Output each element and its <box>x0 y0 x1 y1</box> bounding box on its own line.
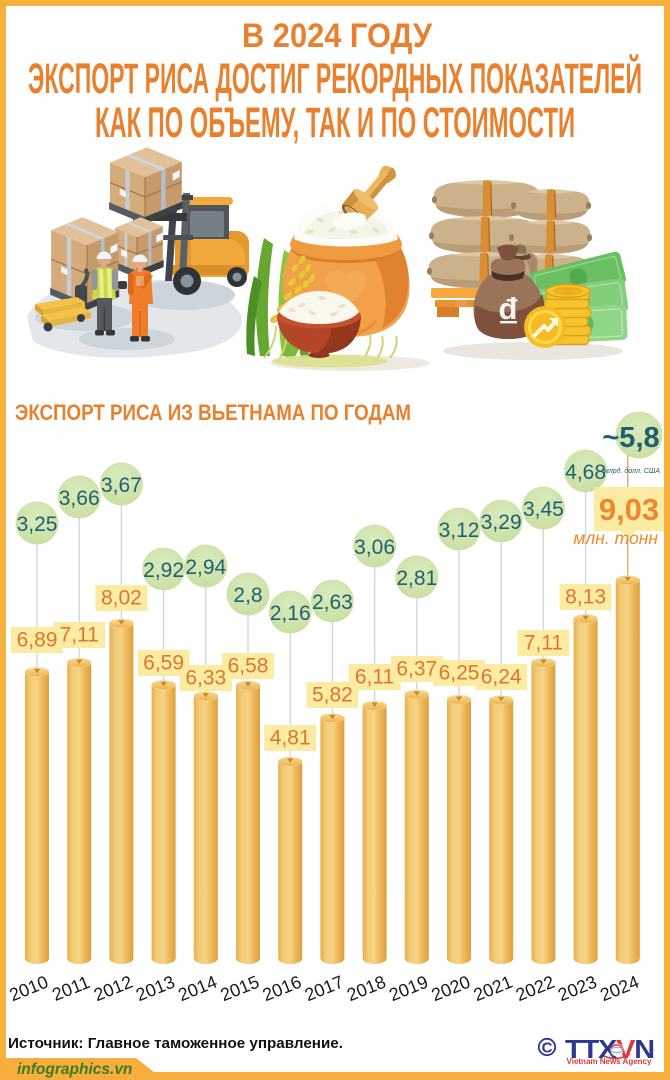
svg-text:2021: 2021 <box>471 972 516 1006</box>
svg-text:3,12: 3,12 <box>439 519 480 542</box>
svg-text:đ: đ <box>499 291 518 326</box>
svg-text:7,11: 7,11 <box>60 624 99 647</box>
svg-text:В 2024 ГОДУ: В 2024 ГОДУ <box>242 17 433 55</box>
svg-text:2,16: 2,16 <box>270 602 311 625</box>
svg-text:2023: 2023 <box>555 972 600 1006</box>
svg-text:2015: 2015 <box>217 972 262 1006</box>
svg-text:2019: 2019 <box>386 972 431 1006</box>
svg-text:2018: 2018 <box>344 972 389 1006</box>
svg-text:2,94: 2,94 <box>185 556 226 579</box>
svg-text:2022: 2022 <box>513 972 558 1006</box>
svg-text:3,45: 3,45 <box>523 498 564 521</box>
svg-text:C: C <box>542 1040 553 1057</box>
svg-text:6,11: 6,11 <box>355 666 394 689</box>
svg-text:8,02: 8,02 <box>101 587 142 610</box>
svg-text:2017: 2017 <box>302 972 347 1006</box>
svg-text:4,68: 4,68 <box>565 461 606 484</box>
svg-text:~5,8: ~5,8 <box>602 422 659 454</box>
svg-text:2,8: 2,8 <box>233 584 262 607</box>
svg-text:3,66: 3,66 <box>59 487 100 510</box>
svg-text:3,67: 3,67 <box>101 474 142 497</box>
svg-text:2011: 2011 <box>49 972 92 1005</box>
svg-text:2020: 2020 <box>428 972 473 1006</box>
svg-text:2,63: 2,63 <box>312 591 353 614</box>
svg-text:3,06: 3,06 <box>354 536 395 559</box>
svg-text:6,37: 6,37 <box>396 658 437 681</box>
svg-text:6,58: 6,58 <box>228 655 269 678</box>
svg-text:2012: 2012 <box>91 972 136 1006</box>
svg-text:2014: 2014 <box>175 972 220 1006</box>
svg-text:3,29: 3,29 <box>481 511 522 534</box>
svg-text:6,24: 6,24 <box>481 666 522 689</box>
svg-text:5,82: 5,82 <box>312 684 353 707</box>
svg-text:Источник: Главное таможенное у: Источник: Главное таможенное управление. <box>8 1035 343 1052</box>
svg-text:4,81: 4,81 <box>270 727 311 750</box>
svg-text:2010: 2010 <box>6 972 51 1006</box>
svg-text:9,03: 9,03 <box>599 492 659 527</box>
svg-text:2,92: 2,92 <box>143 559 184 582</box>
svg-text:2016: 2016 <box>260 972 305 1006</box>
svg-text:КАК ПО ОБЪЕМУ, ТАК И ПО СТОИМО: КАК ПО ОБЪЕМУ, ТАК И ПО СТОИМОСТИ <box>95 99 575 147</box>
svg-text:ЭКСПОРТ РИСА ДОСТИГ РЕКОРДНЫХ: ЭКСПОРТ РИСА ДОСТИГ РЕКОРДНЫХ ПОКАЗАТЕЛЕ… <box>28 54 642 103</box>
svg-text:8,13: 8,13 <box>565 586 606 609</box>
svg-text:млрд. долл. США: млрд. долл. США <box>604 467 660 475</box>
svg-text:infographics.vn: infographics.vn <box>17 1061 132 1078</box>
svg-text:2024: 2024 <box>597 972 642 1006</box>
svg-text:3,25: 3,25 <box>17 513 58 536</box>
svg-text:Vietnam News Agency: Vietnam News Agency <box>567 1057 652 1066</box>
svg-text:ЭКСПОРТ РИСА ИЗ ВЬЕТНАМА ПО ГО: ЭКСПОРТ РИСА ИЗ ВЬЕТНАМА ПО ГОДАМ <box>15 400 411 425</box>
svg-text:6,25: 6,25 <box>439 662 480 685</box>
svg-text:6,33: 6,33 <box>185 667 226 690</box>
svg-text:2013: 2013 <box>133 972 178 1006</box>
svg-text:6,89: 6,89 <box>17 629 58 652</box>
svg-text:млн. тонн: млн. тонн <box>573 528 658 548</box>
svg-text:7,11: 7,11 <box>524 632 563 655</box>
svg-text:2,81: 2,81 <box>396 567 437 590</box>
svg-text:6,59: 6,59 <box>143 652 184 675</box>
